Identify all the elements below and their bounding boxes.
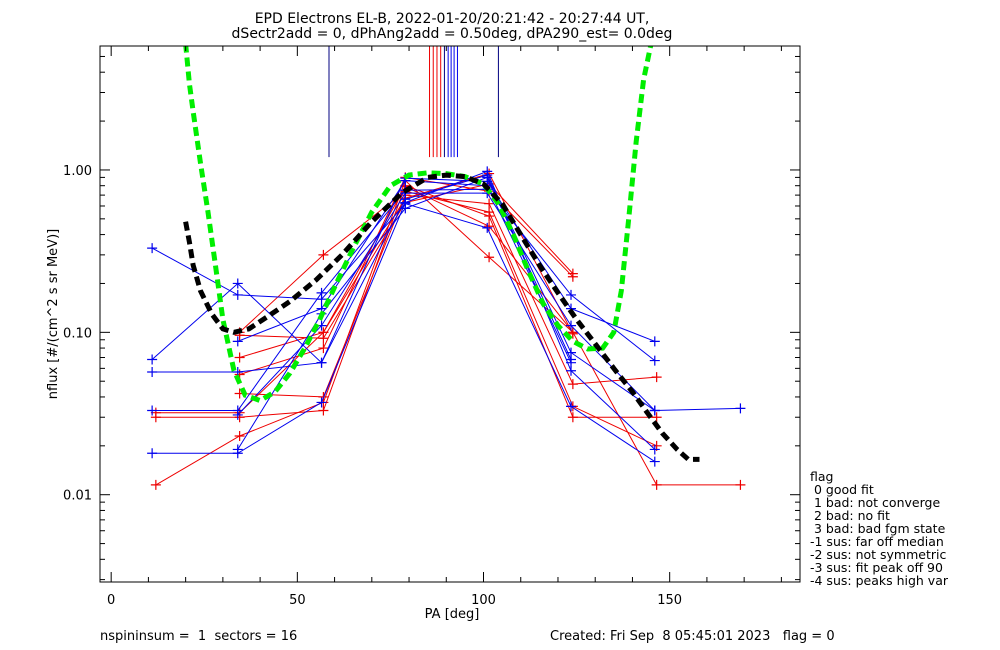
series-line [152,188,656,411]
data-point [735,479,746,490]
legend-title: flag [810,469,833,484]
y-tick-label: 1.00 [63,164,92,179]
series-line [239,173,574,358]
plot-frame [99,45,801,583]
y-tick-label: 0.01 [63,489,92,504]
fit-curve [183,172,700,462]
data-point [316,287,327,298]
legend-item: 2 bad: no fit [810,508,890,523]
data-layer [147,46,746,490]
data-point [147,366,158,377]
data-point [232,278,243,289]
data-point [147,405,158,416]
data-point [482,172,493,183]
series-line [239,190,657,447]
axes: 0 50 100 150 0.01 0.10 1.00 [63,45,801,608]
data-point [147,354,158,365]
data-point [318,405,329,416]
data-point [484,198,495,209]
data-point [147,448,158,459]
data-point [400,203,411,214]
data-point [316,397,327,408]
legend-item: -1 sus: far off median [810,534,944,549]
series-line [239,194,657,398]
data-point [150,479,161,490]
footer-left: nspininsum = 1 sectors = 16 [100,629,297,644]
data-point [234,430,245,441]
data-point [566,401,577,412]
data-point [484,252,495,263]
data-point [318,343,329,354]
chart-subtitle: dSectr2add = 0, dPhAng2add = 0.50deg, dP… [232,26,673,42]
data-point [567,328,578,339]
data-point [147,243,158,254]
data-point [651,479,662,490]
data-point [234,352,245,363]
data-point [735,403,746,414]
data-point [567,268,578,279]
data-point [566,289,577,300]
x-tick-label: 50 [289,593,306,608]
legend-item: 0 good fit [810,482,874,497]
data-point [232,409,243,420]
y-axis-label: nflux [#/(cm^2 s sr MeV)] [46,229,61,399]
data-point [484,221,495,232]
data-point [566,354,577,365]
legend-item: -3 sus: fit peak off 90 [810,560,943,575]
legend-item: 1 bad: not converge [810,495,940,510]
data-point [484,207,495,218]
chart-title: EPD Electrons EL-B, 2022-01-20/20:21:42 … [255,11,650,27]
data-point [318,327,329,338]
series-line [155,185,657,418]
x-tick-label: 100 [471,593,496,608]
footer-right: Created: Fri Sep 8 05:45:01 2023 flag = … [550,629,835,644]
data-point [232,289,243,300]
data-point [566,320,577,331]
data-point [649,355,660,366]
data-point [318,249,329,260]
data-point [649,444,660,455]
legend-item: 3 bad: bad fgm state [810,521,946,536]
series-line [155,179,741,486]
fit-curve [183,46,654,404]
legend-item: -4 sus: peaks high var [810,573,949,588]
series-line [152,174,741,412]
data-point [316,357,327,368]
data-point [232,336,243,347]
data-point [567,412,578,423]
data-point [649,336,660,347]
data-point [649,405,660,416]
x-tick-label: 150 [657,593,682,608]
data-point [232,444,243,455]
data-point [649,456,660,467]
series-line [237,192,656,416]
data-point [651,372,662,383]
data-point [651,412,662,423]
legend-item: -2 sus: not symmetric [810,547,946,562]
y-tick-label: 0.10 [63,326,92,341]
x-tick-label: 0 [107,593,115,608]
legend: flag 0 good fit 1 bad: not converge 2 ba… [810,469,949,588]
data-point [482,222,493,233]
x-axis-label: PA [deg] [425,607,480,622]
data-point [567,379,578,390]
